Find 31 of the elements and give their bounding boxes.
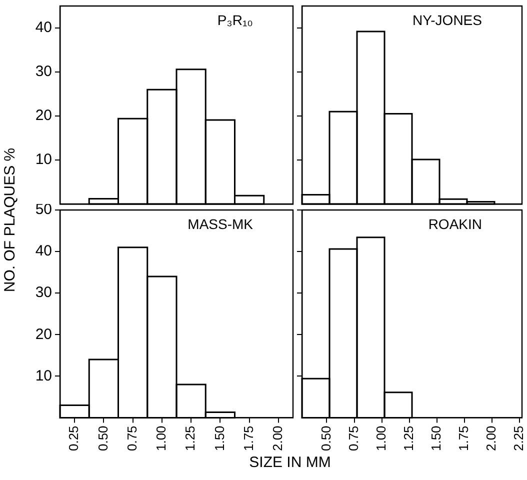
x-tick-label: 1.75 (240, 426, 256, 452)
chart-title: ROAKIN (428, 216, 482, 232)
y-tick-label: 50 (35, 201, 52, 218)
x-tick-label: 1.00 (154, 426, 169, 452)
x-axis-title: SIZE IN MM (249, 454, 331, 471)
y-tick-label: 10 (35, 151, 52, 168)
chart-title: MASS-MK (188, 216, 254, 232)
x-tick-label: 0.50 (318, 426, 334, 452)
x-tick-label: 0.75 (346, 426, 361, 452)
y-tick-label: 20 (35, 107, 52, 124)
y-axis-title: NO. OF PLAQUES % (2, 148, 18, 292)
x-tick-label: 2.25 (510, 426, 526, 452)
x-tick-label: 1.50 (212, 426, 227, 452)
x-tick-label: 2.00 (483, 426, 498, 452)
x-tick-label: 1.25 (182, 426, 198, 452)
x-tick-label: 2.00 (270, 426, 286, 452)
x-tick-label: 1.50 (428, 426, 444, 452)
y-tick-label: 20 (35, 326, 52, 343)
x-tick-label: 0.75 (124, 426, 140, 452)
chart-title: NY-JONES (412, 12, 482, 28)
y-tick-label: 40 (35, 19, 52, 36)
y-tick-label: 30 (35, 63, 52, 80)
y-tick-label: 10 (35, 367, 52, 384)
chart-title: P₃R₁₀ (217, 12, 254, 28)
x-tick-label: 0.25 (66, 426, 82, 452)
y-tick-label: 30 (35, 284, 52, 302)
x-tick-label: 1.75 (456, 426, 471, 452)
x-tick-label: 1.00 (373, 426, 388, 452)
y-tick-label: 40 (35, 242, 52, 260)
x-tick-label: 0.50 (95, 426, 110, 452)
x-tick-label: 1.25 (400, 426, 416, 452)
